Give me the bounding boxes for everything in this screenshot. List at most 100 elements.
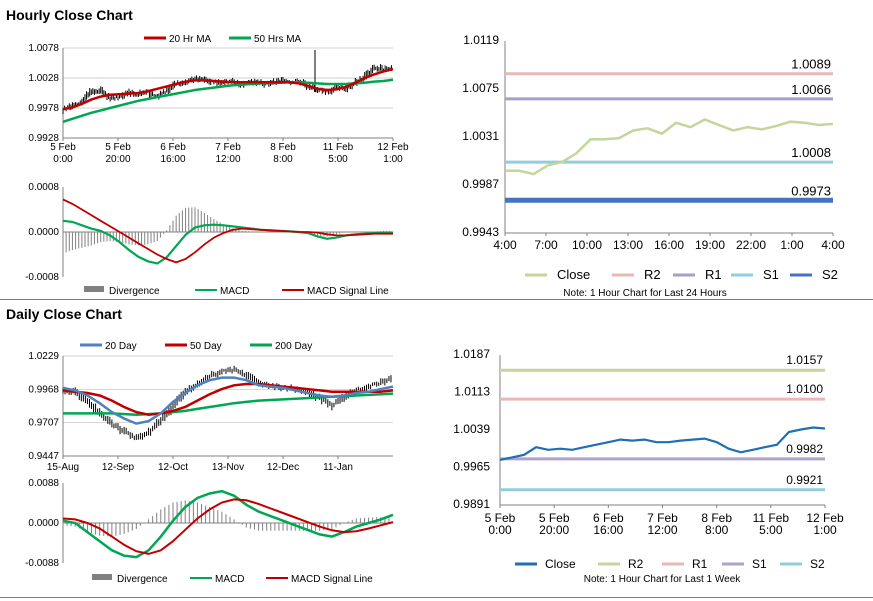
hourly-24h-x-tick-label: 1:00 — [780, 238, 804, 252]
daily-price-x-tick-label: 12-Oct — [158, 462, 188, 473]
hourly-24h-x-tick-label: 4:00 — [821, 238, 845, 252]
hourly-24h-x-tick-label: 22:00 — [736, 238, 766, 252]
week-level-label-s2: 0.9921 — [786, 473, 823, 487]
hourly-section-title: Hourly Close Chart — [6, 7, 133, 23]
daily-price-x-tick-label: 15-Aug — [47, 462, 79, 473]
legend-24h-close-label: Close — [557, 267, 590, 282]
daily-week-y-tick-label: 1.0187 — [453, 347, 490, 361]
daily-price-y-tick-label: 1.0229 — [28, 351, 59, 362]
hourly-24h-x-tick-label: 10:00 — [572, 238, 602, 252]
daily-week-close-line — [499, 426, 826, 461]
daily-macd-y-tick-label: -0.0088 — [25, 558, 59, 569]
level-label-s2: 0.9973 — [791, 183, 831, 198]
hourly-24h-x-tick-label: 19:00 — [695, 238, 725, 252]
daily-week-x-tick-label: 7 Feb 12:00 — [647, 511, 678, 537]
daily-week-x-tick-label: 5 Feb 20:00 — [539, 511, 570, 537]
hourly-price-x-tick-label: 8 Feb 8:00 — [270, 142, 296, 165]
daily-week-x-tick-label: 8 Feb 8:00 — [701, 511, 732, 537]
hourly-price-x-tick-label: 5 Feb 20:00 — [105, 142, 131, 165]
daily-week-x-tick-label: 6 Feb 16:00 — [593, 511, 624, 537]
legend-daily-divergence-label: Divergence — [117, 574, 168, 585]
hourly-24h-y-tick-label: 0.9943 — [462, 225, 499, 239]
hourly-price-x-tick-label: 7 Feb 12:00 — [215, 142, 241, 165]
daily-week-y-tick-label: 1.0039 — [453, 422, 490, 436]
hourly-price-x-tick-label: 6 Feb 16:00 — [160, 142, 186, 165]
daily-macd-y-tick-label: 0.0000 — [28, 518, 59, 529]
daily-price-x-tick-label: 12-Sep — [102, 462, 135, 473]
legend-20day-label: 20 Day — [105, 341, 137, 352]
legend-hourly-macd-label: MACD — [220, 286, 249, 297]
daily-price-x-tick-label: 11-Jan — [323, 462, 353, 473]
daily-20day-line — [62, 376, 394, 425]
hourly-price-x-tick-label: 12 Feb 1:00 — [377, 142, 409, 165]
hourly-macd-y-tick-label: 0.0000 — [28, 227, 59, 238]
hourly-price-y-tick-label: 1.0078 — [28, 43, 59, 54]
legend-hourly-divergence-label: Divergence — [109, 286, 160, 297]
hourly-macd-y-tick-label: -0.0008 — [25, 272, 59, 283]
hourly-24h-y-tick-label: 1.0075 — [462, 81, 499, 95]
hourly-50hr-ma-line — [62, 78, 394, 123]
hourly-24h-note: Note: 1 Hour Chart for Last 24 Hours — [563, 288, 726, 299]
legend-daily-macd-signal-label: MACD Signal Line — [291, 574, 373, 585]
daily-macd-line — [62, 489, 394, 559]
legend-week-close-label: Close — [545, 557, 576, 571]
daily-week-x-tick-label: 5 Feb 0:00 — [485, 511, 516, 537]
legend-week-s2-label: S2 — [810, 557, 825, 571]
daily-macd-y-tick-label: 0.0088 — [28, 478, 59, 489]
legend-50hrs-ma-label: 50 Hrs MA — [254, 34, 302, 45]
hourly-24h-y-tick-label: 1.0119 — [463, 33, 499, 47]
legend-hourly-divergence-swatch — [84, 286, 104, 292]
hourly-price-x-tick-label: 5 Feb 0:00 — [50, 142, 76, 165]
daily-week-y-tick-label: 0.9965 — [453, 460, 490, 474]
hourly-24h-x-tick-label: 4:00 — [493, 238, 517, 252]
hourly-24h-close-line — [505, 118, 834, 176]
hourly-24h-y-tick-label: 1.0031 — [462, 129, 499, 143]
week-level-label-r1: 1.0100 — [786, 382, 823, 396]
daily-week-y-tick-label: 1.0113 — [454, 385, 490, 399]
bottom-divider — [0, 597, 873, 598]
legend-daily-divergence-swatch — [92, 574, 112, 580]
section-divider — [0, 299, 873, 300]
legend-week-r1-label: R1 — [692, 557, 708, 571]
legend-hourly-macd-signal-label: MACD Signal Line — [307, 286, 389, 297]
daily-price-x-tick-label: 12-Dec — [267, 462, 299, 473]
hourly-macd-line — [62, 219, 393, 265]
legend-week-r2-label: R2 — [628, 557, 644, 571]
daily-price-y-tick-label: 0.9447 — [28, 451, 59, 462]
hourly-macd-y-tick-label: 0.0008 — [28, 182, 59, 193]
hourly-price-y-tick-label: 0.9928 — [28, 133, 59, 144]
hourly-price-y-tick-label: 0.9978 — [28, 103, 59, 114]
week-level-label-s1: 0.9982 — [786, 442, 823, 456]
legend-week-s1-label: S1 — [752, 557, 767, 571]
legend-24h-r2-label: R2 — [644, 267, 661, 282]
hourly-24h-x-tick-label: 13:00 — [613, 238, 643, 252]
hourly-20hr-ma-line — [62, 67, 394, 111]
daily-week-x-tick-label: 11 Feb 5:00 — [753, 511, 790, 537]
legend-200day-label: 200 Day — [275, 341, 312, 352]
legend-20hr-ma-label: 20 Hr MA — [169, 34, 212, 45]
daily-price-y-tick-label: 0.9968 — [28, 384, 59, 395]
hourly-24h-y-tick-label: 0.9987 — [462, 177, 499, 191]
hourly-price-x-tick-label: 11 Feb 5:00 — [323, 142, 354, 165]
legend-24h-r1-label: R1 — [705, 267, 722, 282]
hourly-24h-x-tick-label: 16:00 — [654, 238, 684, 252]
legend-24h-s1-label: S1 — [763, 267, 779, 282]
daily-macd-signal-line — [62, 498, 394, 555]
legend-daily-macd-label: MACD — [215, 574, 244, 585]
legend-50day-label: 50 Day — [190, 341, 222, 352]
legend-24h-s2-label: S2 — [822, 267, 838, 282]
week-level-label-r2: 1.0157 — [786, 353, 823, 367]
hourly-macd-divergence — [62, 207, 391, 254]
level-label-s1: 1.0008 — [791, 145, 831, 160]
daily-week-note: Note: 1 Hour Chart for Last 1 Week — [584, 574, 742, 585]
level-label-r1: 1.0066 — [791, 82, 831, 97]
hourly-macd-signal-line — [62, 198, 393, 264]
daily-price-y-tick-label: 0.9707 — [28, 418, 59, 429]
level-label-r2: 1.0089 — [791, 57, 831, 72]
daily-section-title: Daily Close Chart — [6, 306, 122, 322]
daily-week-x-tick-label: 12 Feb 1:00 — [806, 511, 844, 537]
daily-50day-line — [62, 382, 394, 416]
hourly-24h-x-tick-label: 7:00 — [534, 238, 558, 252]
daily-week-y-tick-label: 0.9891 — [453, 497, 490, 511]
